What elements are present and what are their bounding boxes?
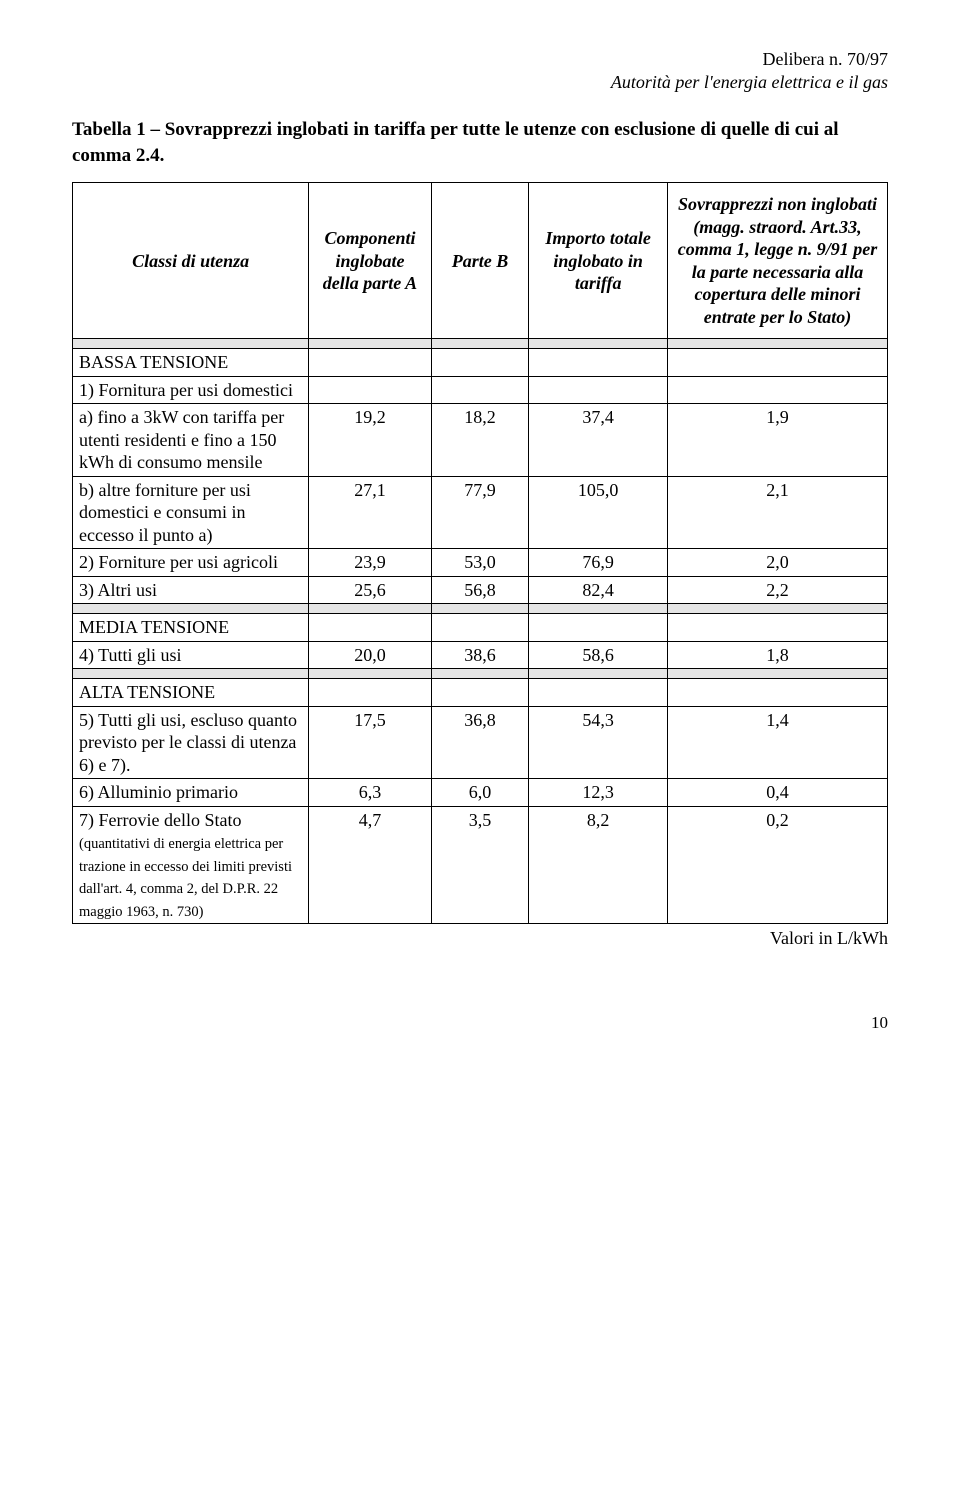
cell-value: 82,4 [529,576,668,604]
cell-value: 77,9 [431,476,529,549]
table-footer-units: Valori in L/kWh [72,928,888,949]
cell-value: 3,5 [431,806,529,924]
cell-value: 0,4 [667,779,887,807]
tariff-table: Classi di utenza Componenti inglobate de… [72,182,888,924]
section-media-tensione: MEDIA TENSIONE [73,614,309,642]
col-sovrapprezzi: Sovrapprezzi non inglobati (magg. straor… [667,183,887,339]
page-number: 10 [72,1013,888,1033]
table-row: 2) Forniture per usi agricoli 23,9 53,0 … [73,549,888,577]
cell-value: 1,4 [667,706,887,779]
row-6-label: 6) Alluminio primario [73,779,309,807]
col-importo: Importo totale inglobato in tariffa [529,183,668,339]
cell-value: 1,8 [667,641,887,669]
cell-value: 6,3 [309,779,431,807]
cell-value: 18,2 [431,404,529,477]
separator-row [73,339,888,349]
table-row: 5) Tutti gli usi, escluso quanto previst… [73,706,888,779]
row-4-label: 4) Tutti gli usi [73,641,309,669]
cell-value: 20,0 [309,641,431,669]
cell-value: 12,3 [529,779,668,807]
cell-value: 4,7 [309,806,431,924]
cell-value: 58,6 [529,641,668,669]
col-classi: Classi di utenza [73,183,309,339]
row-fornitura-domestici: 1) Fornitura per usi domestici [73,376,309,404]
row-1b-label: b) altre forniture per usi domestici e c… [73,476,309,549]
table-row: MEDIA TENSIONE [73,614,888,642]
table-row: 1) Fornitura per usi domestici [73,376,888,404]
cell-value: 56,8 [431,576,529,604]
cell-value: 105,0 [529,476,668,549]
table-row: 4) Tutti gli usi 20,0 38,6 58,6 1,8 [73,641,888,669]
table-row: a) fino a 3kW con tariffa per utenti res… [73,404,888,477]
table-row: 6) Alluminio primario 6,3 6,0 12,3 0,4 [73,779,888,807]
col-componenti: Componenti inglobate della parte A [309,183,431,339]
row-5-label: 5) Tutti gli usi, escluso quanto previst… [73,706,309,779]
cell-value: 23,9 [309,549,431,577]
header-delibera: Delibera n. 70/97 [72,48,888,71]
row-7-main: 7) Ferrovie dello Stato [79,810,241,830]
cell-value: 0,2 [667,806,887,924]
table-row: BASSA TENSIONE [73,349,888,377]
cell-value: 76,9 [529,549,668,577]
cell-value: 37,4 [529,404,668,477]
cell-value: 19,2 [309,404,431,477]
col-parte-b: Parte B [431,183,529,339]
cell-value: 6,0 [431,779,529,807]
header-authority: Autorità per l'energia elettrica e il ga… [72,71,888,94]
table-row: 7) Ferrovie dello Stato (quantitativi di… [73,806,888,924]
table-row: ALTA TENSIONE [73,679,888,707]
separator-row [73,604,888,614]
cell-value: 27,1 [309,476,431,549]
section-alta-tensione: ALTA TENSIONE [73,679,309,707]
row-7-note: (quantitativi di energia elettrica per t… [79,836,292,920]
row-1a-label: a) fino a 3kW con tariffa per utenti res… [73,404,309,477]
separator-row [73,669,888,679]
row-3-label: 3) Altri usi [73,576,309,604]
document-header: Delibera n. 70/97 Autorità per l'energia… [72,48,888,93]
row-7-label: 7) Ferrovie dello Stato (quantitativi di… [73,806,309,924]
table-title: Tabella 1 – Sovrapprezzi inglobati in ta… [72,117,888,168]
cell-value: 38,6 [431,641,529,669]
cell-value: 8,2 [529,806,668,924]
row-2-label: 2) Forniture per usi agricoli [73,549,309,577]
cell-value: 2,0 [667,549,887,577]
cell-value: 53,0 [431,549,529,577]
cell-value: 36,8 [431,706,529,779]
cell-value: 17,5 [309,706,431,779]
table-row: 3) Altri usi 25,6 56,8 82,4 2,2 [73,576,888,604]
cell-value: 54,3 [529,706,668,779]
table-row: b) altre forniture per usi domestici e c… [73,476,888,549]
cell-value: 2,2 [667,576,887,604]
section-bassa-tensione: BASSA TENSIONE [73,349,309,377]
cell-value: 2,1 [667,476,887,549]
table-header-row: Classi di utenza Componenti inglobate de… [73,183,888,339]
cell-value: 25,6 [309,576,431,604]
cell-value: 1,9 [667,404,887,477]
